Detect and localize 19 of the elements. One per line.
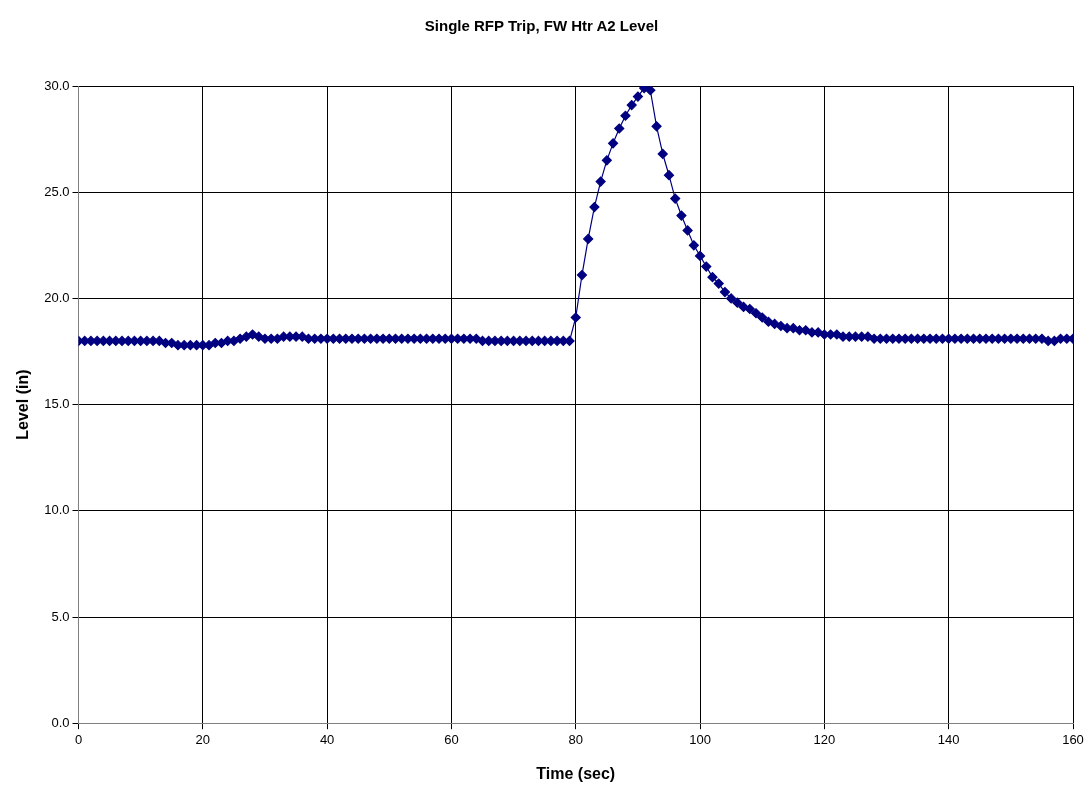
- y-tick-label: 15.0: [44, 396, 70, 412]
- x-tick-label: 120: [813, 731, 836, 747]
- x-axis-title: Time (sec): [536, 764, 616, 782]
- y-tick-label: 0.0: [51, 714, 70, 730]
- x-tick-label: 20: [195, 731, 211, 747]
- y-tick-label: 30.0: [44, 77, 70, 93]
- x-tick-label: 140: [937, 731, 960, 747]
- x-tick-label: 80: [568, 731, 583, 747]
- y-tick-label: 10.0: [44, 502, 70, 518]
- x-tick-label: 0: [74, 731, 83, 747]
- y-tick-label: 5.0: [51, 608, 70, 624]
- y-axis-title: Level (in): [14, 369, 32, 440]
- chart-title: Single RFP Trip, FW Htr A2 Level: [424, 17, 659, 35]
- x-tick-label: 40: [319, 731, 335, 747]
- y-tick-label: 20.0: [44, 289, 70, 305]
- y-tick-label: 25.0: [44, 183, 70, 199]
- x-tick-label: 100: [689, 731, 711, 747]
- x-tick-label: 160: [1062, 731, 1084, 747]
- x-tick-label: 60: [444, 731, 459, 747]
